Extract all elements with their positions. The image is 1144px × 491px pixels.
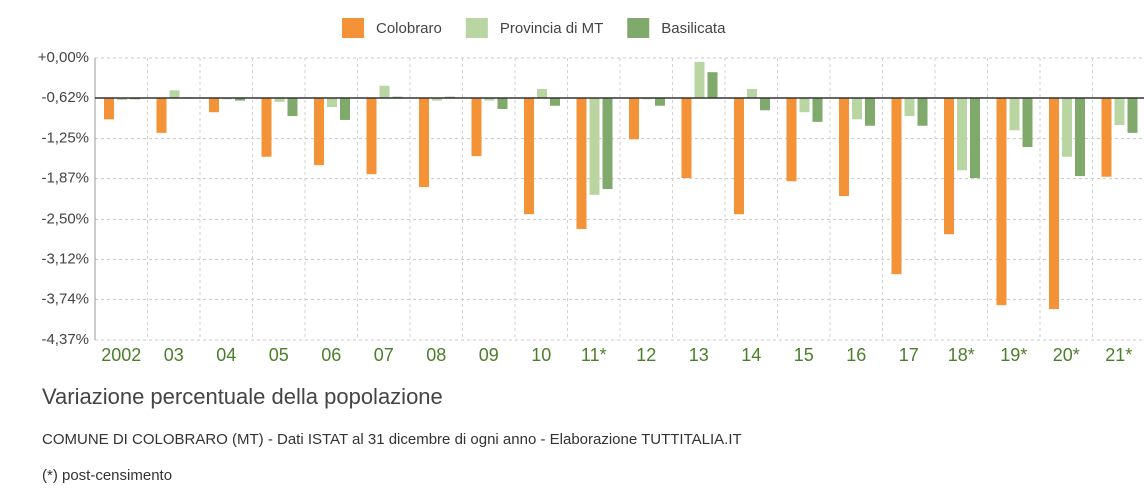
bar — [957, 98, 967, 171]
bar — [484, 98, 495, 101]
bar — [327, 98, 337, 108]
x-tick-label: 06 — [321, 345, 341, 365]
legend-label: Provincia di MT — [500, 20, 603, 37]
bar — [602, 98, 613, 189]
bar — [917, 98, 928, 126]
bar — [537, 88, 547, 99]
y-tick-label: +0,00% — [38, 49, 89, 66]
bar — [1075, 98, 1085, 177]
legend-swatch — [627, 18, 650, 38]
bar — [550, 98, 560, 106]
x-tick-label: 21* — [1105, 345, 1132, 365]
bar — [497, 98, 508, 109]
x-tick-label: 18* — [948, 345, 975, 365]
x-tick-label: 04 — [216, 345, 236, 365]
x-tick-label: 14 — [741, 345, 761, 365]
bar — [432, 98, 442, 101]
legend-swatch — [342, 18, 364, 38]
bar — [1114, 98, 1125, 126]
bar — [812, 98, 823, 122]
bar — [169, 90, 180, 99]
bar — [419, 98, 429, 188]
bar — [274, 98, 285, 102]
bar — [865, 98, 875, 126]
x-tick-label: 20* — [1053, 345, 1080, 365]
bar — [852, 98, 862, 120]
bar — [379, 85, 390, 99]
bar — [287, 98, 298, 117]
bar — [104, 98, 114, 120]
bar — [1127, 98, 1138, 133]
bar — [707, 72, 718, 99]
bar — [117, 98, 127, 100]
bar — [629, 98, 639, 140]
bar — [760, 98, 770, 111]
bar — [1009, 98, 1020, 131]
y-tick-label: -2,50% — [41, 210, 89, 227]
x-tick-label: 15 — [794, 345, 814, 365]
x-tick-label: 11* — [581, 345, 607, 365]
bar — [681, 98, 692, 179]
bar — [799, 98, 810, 113]
legend-label: Basilicata — [661, 20, 726, 37]
annotation: (*) post-censimento — [42, 467, 172, 484]
bar — [524, 98, 534, 215]
bar — [839, 98, 849, 197]
bar — [209, 98, 219, 113]
bar — [366, 98, 377, 175]
bar — [747, 88, 757, 99]
bar — [944, 98, 954, 235]
bar — [261, 98, 272, 157]
legend-swatch — [465, 18, 488, 38]
x-tick-label: 13 — [689, 345, 709, 365]
x-tick-label: 2002 — [101, 345, 141, 365]
x-tick-label: 08 — [426, 345, 446, 365]
y-tick-label: -0,62% — [41, 89, 89, 106]
bar — [970, 98, 980, 179]
bar — [655, 98, 665, 106]
bar — [340, 98, 350, 120]
x-tick-label: 19* — [1000, 345, 1027, 365]
bar — [314, 98, 324, 166]
bar — [996, 98, 1007, 306]
y-tick-label: -1,87% — [41, 170, 89, 187]
x-tick-label: 17 — [899, 345, 919, 365]
y-tick-label: -3,74% — [41, 290, 89, 307]
y-tick-label: -3,12% — [41, 250, 89, 267]
x-tick-label: 12 — [636, 345, 656, 365]
bar — [891, 98, 902, 275]
bar — [156, 98, 167, 133]
x-tick-label: 07 — [374, 345, 394, 365]
bar — [235, 98, 245, 101]
bar — [576, 98, 587, 230]
bar — [1101, 98, 1112, 177]
x-tick-label: 05 — [269, 345, 289, 365]
bar — [694, 61, 705, 99]
bar — [786, 98, 797, 182]
y-tick-label: -1,25% — [41, 130, 89, 147]
bar — [1049, 98, 1059, 310]
bar — [904, 98, 915, 117]
bar — [734, 98, 744, 215]
bar — [589, 98, 600, 195]
bar — [1062, 98, 1072, 157]
bar — [1022, 98, 1033, 148]
x-tick-label: 09 — [479, 345, 499, 365]
bar — [471, 98, 482, 157]
x-tick-label: 16 — [846, 345, 866, 365]
legend-label: Colobraro — [376, 20, 442, 37]
x-tick-label: 10 — [531, 345, 551, 365]
y-tick-label: -4,37% — [41, 331, 89, 348]
chart-subtitle: COMUNE DI COLOBRARO (MT) - Dati ISTAT al… — [42, 431, 742, 448]
chart-title: Variazione percentuale della popolazione — [42, 384, 443, 409]
x-tick-label: 03 — [164, 345, 184, 365]
